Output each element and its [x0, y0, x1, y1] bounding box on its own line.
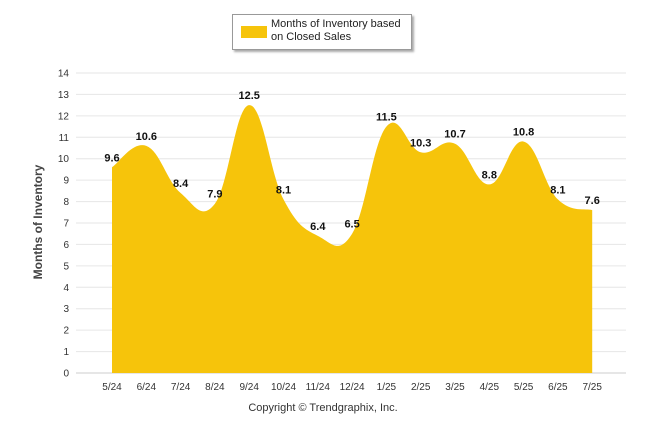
x-tick-label: 5/24: [102, 382, 122, 393]
y-tick-label: 11: [59, 133, 70, 144]
y-tick-label: 7: [63, 219, 69, 230]
data-label: 8.1: [276, 184, 291, 196]
data-labels: 9.6 10.6 8.4 7.9 12.5 8.1 6.4 6.5 11.5 10.3 10.7 8.…: [104, 90, 599, 233]
x-tick-label: 2/25: [411, 382, 431, 393]
legend-label: Months of Inventory based on Closed Sale…: [271, 18, 411, 44]
x-tick-label: 7/24: [171, 382, 191, 393]
y-tick-label: 9: [63, 176, 69, 187]
x-tick-label: 8/24: [205, 382, 225, 393]
data-label: 7.9: [207, 189, 222, 201]
data-label: 6.5: [344, 219, 359, 231]
data-label: 10.3: [410, 137, 431, 149]
legend: Months of Inventory based on Closed Sale…: [232, 14, 412, 50]
data-label: 8.4: [173, 178, 189, 190]
data-label: 11.5: [376, 112, 397, 124]
y-tick-label: 2: [63, 326, 69, 337]
y-tick-label: 13: [58, 90, 70, 101]
y-tick-label: 4: [63, 283, 69, 294]
data-label: 10.7: [444, 129, 465, 141]
y-tick-label: 12: [58, 111, 70, 122]
y-tick-label: 0: [63, 369, 69, 380]
data-label: 8.1: [550, 184, 565, 196]
x-tick-label: 6/25: [548, 382, 568, 393]
y-tick-label: 6: [63, 240, 69, 251]
legend-swatch: [241, 26, 267, 38]
x-tick-label: 7/25: [582, 382, 602, 393]
y-tick-label: 10: [58, 154, 70, 165]
y-tick-label: 3: [63, 304, 69, 315]
x-tick-label: 3/25: [445, 382, 465, 393]
y-tick-label: 5: [63, 261, 69, 272]
x-tick-label: 1/25: [377, 382, 397, 393]
x-tick-label: 12/24: [340, 382, 365, 393]
data-label: 10.8: [513, 127, 534, 139]
area-fill: [112, 105, 593, 373]
x-tick-label: 4/25: [480, 382, 500, 393]
copyright-footer: Copyright © Trendgraphix, Inc.: [248, 402, 398, 414]
legend-label-line1: Months of Inventory based: [271, 18, 401, 30]
x-tick-label: 10/24: [271, 382, 296, 393]
y-tick-label: 8: [63, 197, 69, 208]
y-axis-label: Months of Inventory: [31, 164, 45, 280]
data-label: 7.6: [585, 195, 600, 207]
data-label: 10.6: [136, 131, 157, 143]
area-series: [112, 105, 593, 373]
y-tick-label: 1: [63, 347, 69, 358]
x-tick-label: 11/24: [306, 382, 331, 393]
x-tick-label: 5/25: [514, 382, 534, 393]
data-label: 8.8: [482, 169, 497, 181]
data-label: 12.5: [238, 90, 259, 102]
x-axis-ticks: 5/24 6/24 7/24 8/24 9/24 10/24 11/24 12/24 1/25 2…: [102, 382, 602, 393]
x-tick-label: 9/24: [239, 382, 259, 393]
data-label: 6.4: [310, 221, 326, 233]
x-tick-label: 6/24: [137, 382, 157, 393]
y-tick-label: 14: [58, 69, 70, 80]
data-label: 9.6: [104, 152, 119, 164]
legend-label-line2: on Closed Sales: [271, 31, 352, 43]
